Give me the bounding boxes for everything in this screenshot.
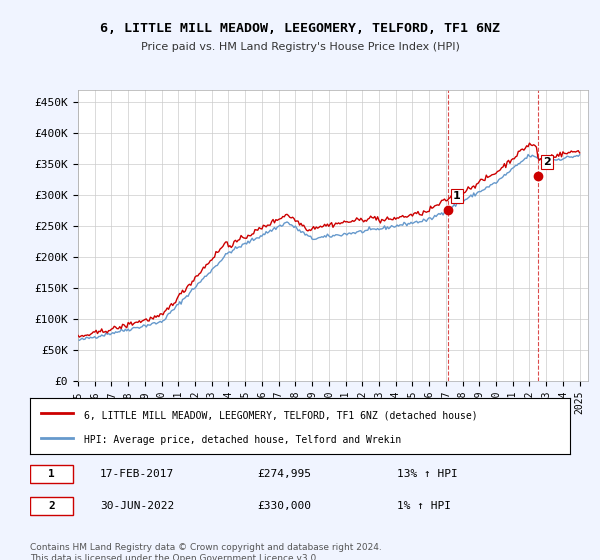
Text: 1: 1 — [453, 192, 461, 201]
Text: 6, LITTLE MILL MEADOW, LEEGOMERY, TELFORD, TF1 6NZ (detached house): 6, LITTLE MILL MEADOW, LEEGOMERY, TELFOR… — [84, 410, 478, 421]
Text: HPI: Average price, detached house, Telford and Wrekin: HPI: Average price, detached house, Telf… — [84, 435, 401, 445]
FancyBboxPatch shape — [30, 497, 73, 515]
Text: 17-FEB-2017: 17-FEB-2017 — [100, 469, 175, 479]
Text: 2: 2 — [48, 501, 55, 511]
Text: Price paid vs. HM Land Registry's House Price Index (HPI): Price paid vs. HM Land Registry's House … — [140, 42, 460, 52]
Text: 2: 2 — [543, 157, 551, 167]
Text: 1: 1 — [48, 469, 55, 479]
Text: 30-JUN-2022: 30-JUN-2022 — [100, 501, 175, 511]
Text: Contains HM Land Registry data © Crown copyright and database right 2024.
This d: Contains HM Land Registry data © Crown c… — [30, 543, 382, 560]
Text: 13% ↑ HPI: 13% ↑ HPI — [397, 469, 458, 479]
Text: 6, LITTLE MILL MEADOW, LEEGOMERY, TELFORD, TF1 6NZ: 6, LITTLE MILL MEADOW, LEEGOMERY, TELFOR… — [100, 22, 500, 35]
Text: £330,000: £330,000 — [257, 501, 311, 511]
Text: £274,995: £274,995 — [257, 469, 311, 479]
Text: 1% ↑ HPI: 1% ↑ HPI — [397, 501, 451, 511]
FancyBboxPatch shape — [30, 464, 73, 483]
